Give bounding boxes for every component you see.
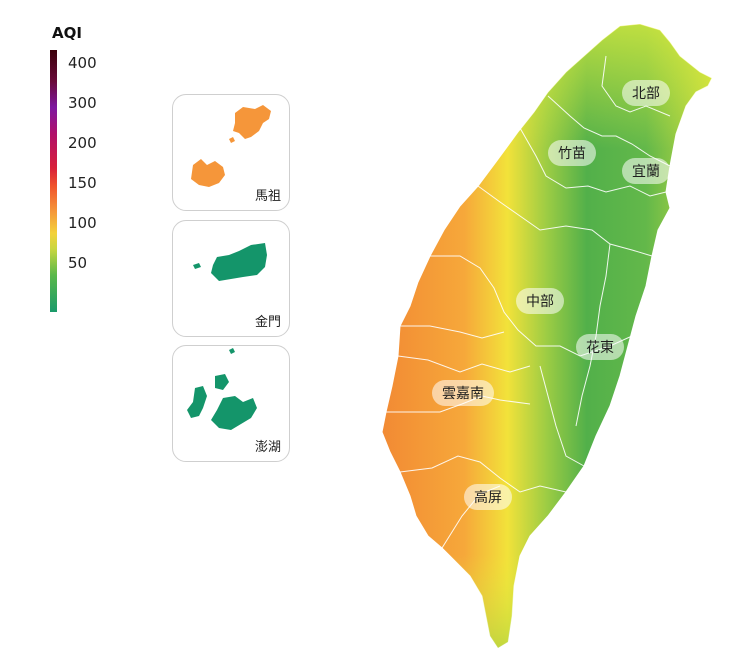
region-label-north[interactable]: 北部 (622, 80, 670, 106)
region-label-kaohsiung-pingtung[interactable]: 高屏 (464, 484, 512, 510)
matsu-map (191, 105, 271, 187)
penghu-map (187, 348, 257, 430)
legend-tick: 200 (68, 134, 97, 152)
taiwan-heatmap (381, 23, 713, 649)
legend-color-bar (50, 50, 57, 312)
inset-label-matsu: 馬祖 (254, 189, 281, 204)
inset-label-kinmen: 金門 (254, 315, 281, 330)
inset-kinmen[interactable]: 金門 (172, 220, 290, 337)
aqi-legend: AQI 400 300 200 150 100 50 (50, 24, 130, 312)
legend-tick: 150 (68, 174, 97, 192)
legend-tick: 100 (68, 214, 97, 232)
legend-tick: 50 (68, 254, 88, 272)
region-label-central[interactable]: 中部 (516, 288, 564, 314)
legend-tick: 400 (68, 54, 97, 72)
region-label-yunlin-chiayi-tainan[interactable]: 雲嘉南 (432, 380, 494, 406)
region-label-hualien-taitung[interactable]: 花東 (576, 334, 624, 360)
inset-matsu[interactable]: 馬祖 (172, 94, 290, 211)
legend-title: AQI (52, 24, 82, 42)
region-label-yilan[interactable]: 宜蘭 (622, 158, 670, 184)
inset-penghu[interactable]: 澎湖 (172, 345, 290, 462)
taiwan-aqi-map[interactable]: 北部 竹苗 宜蘭 中部 花東 雲嘉南 高屏 (370, 16, 720, 656)
legend-tick: 300 (68, 94, 97, 112)
inset-label-penghu: 澎湖 (254, 440, 281, 455)
kinmen-map (193, 243, 267, 281)
region-label-hsinchu-miaoli[interactable]: 竹苗 (548, 140, 596, 166)
